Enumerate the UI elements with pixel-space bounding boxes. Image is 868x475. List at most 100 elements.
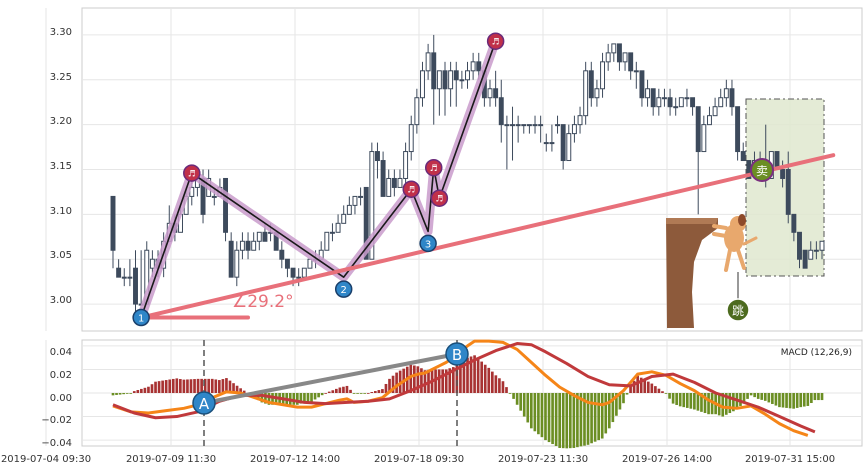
wave-low-marker — [334, 280, 353, 298]
macd-hist-bar — [306, 393, 310, 403]
candle-body — [785, 169, 791, 215]
macd-hist-bar — [356, 393, 359, 394]
candle-body — [352, 195, 358, 206]
candle-body — [442, 70, 448, 90]
macd-hist-bar — [221, 379, 225, 393]
wave-high-glyph: ♬ — [188, 170, 196, 180]
macd-hist-bar — [795, 393, 799, 408]
macd-hist-bar — [395, 372, 398, 393]
price-grid — [45, 8, 862, 331]
macd-hist-bar — [519, 393, 523, 411]
candle-body — [549, 142, 555, 145]
macd-hist-bar — [639, 377, 643, 393]
macd-hist-bar — [558, 393, 561, 448]
sell-zone-box — [745, 98, 825, 277]
macd-hist-bar — [271, 393, 274, 405]
macd-hist-bar — [483, 364, 487, 393]
candle-body — [650, 88, 656, 108]
macd-hist-bar — [214, 379, 218, 393]
price-ytick-label: 3.10 — [50, 206, 72, 217]
candle-body — [532, 124, 538, 127]
candle-body — [740, 151, 746, 162]
candle-body — [780, 169, 786, 179]
macd-marker-b: B — [445, 342, 469, 366]
candle-body — [296, 276, 302, 279]
candle-body — [808, 249, 814, 260]
angle-label: ∠29.2° — [232, 292, 294, 312]
macd-hist-bar — [377, 390, 381, 393]
macd-marker-a-label: A — [199, 395, 210, 413]
macd-hist-bar — [820, 393, 824, 401]
candlesticks — [110, 34, 825, 314]
macd-hist-bar — [643, 379, 647, 393]
wave-high-glyph: ♬ — [492, 38, 500, 48]
candle-body — [380, 160, 386, 197]
macd-hist-bar — [115, 393, 118, 395]
candle-body — [695, 106, 701, 153]
macd-hist-bar — [136, 390, 140, 393]
macd-hist-bar — [157, 381, 161, 393]
candle-body — [290, 267, 296, 278]
candle-body — [498, 97, 504, 126]
macd-hist-bar — [732, 393, 735, 412]
macd-hist-bar — [537, 393, 540, 435]
macd-hist-bar — [778, 393, 781, 408]
macd-hist-bar — [700, 393, 703, 412]
macd-hist-bar — [327, 391, 331, 393]
macd-hist-bar — [600, 393, 604, 439]
sell-marker-label: 卖 — [756, 164, 768, 178]
macd-hist-bar — [352, 393, 356, 394]
macd-hist-bar — [342, 386, 345, 393]
macd-hist-bar — [632, 380, 636, 393]
candle-body — [594, 88, 600, 99]
macd-hist-bar — [792, 393, 795, 409]
macd-hist-bar — [118, 393, 122, 395]
candle-body — [723, 88, 729, 99]
candle-body — [577, 115, 583, 126]
macd-hist-bar — [781, 393, 785, 408]
candle-body — [211, 195, 217, 198]
candle-body — [363, 186, 369, 260]
candle-body — [600, 61, 606, 90]
macd-hist-bar — [586, 393, 590, 445]
macd-hist-bar — [150, 384, 154, 393]
macd-hist-bar — [565, 393, 569, 449]
macd-hist-bar — [618, 393, 622, 410]
candle-body — [521, 124, 527, 127]
candle-body — [121, 276, 127, 279]
macd-hist-bar — [615, 393, 618, 416]
macd-hist-bar — [218, 380, 221, 393]
macd-hist-bar — [299, 393, 303, 404]
candle-body — [431, 52, 437, 90]
candle-body — [543, 142, 549, 145]
candle-body — [684, 97, 690, 100]
wave-high-glyph: ♬ — [407, 186, 415, 196]
cliff-dog-icon — [666, 214, 758, 328]
candle-body — [673, 106, 679, 109]
macd-hist-bar — [646, 381, 650, 393]
macd-hist-bar — [501, 381, 505, 393]
macd-hist-bar — [437, 369, 441, 393]
macd-hist-bar — [448, 368, 452, 393]
candle-body — [262, 231, 268, 242]
macd-hist-bar — [434, 369, 437, 393]
macd-hist-bar — [451, 367, 455, 393]
candle-body — [493, 88, 499, 99]
candle-body — [403, 151, 409, 179]
candle-body — [645, 88, 651, 99]
macd-hist-bar — [143, 387, 147, 393]
wave-low-label: 3 — [425, 239, 431, 250]
macd-hist-bar — [763, 393, 767, 401]
macd-hist-bar — [182, 379, 186, 393]
candle-body — [487, 88, 493, 99]
macd-hist-bar — [189, 379, 193, 393]
candle-body — [476, 61, 482, 72]
macd-hist-bar — [703, 393, 707, 414]
macd-hist-bar — [547, 393, 551, 443]
macd-hist-bar — [505, 387, 508, 393]
macd-hist-bar — [682, 393, 686, 408]
macd-hist-bar — [423, 370, 427, 393]
macd-hist-bar — [310, 393, 313, 402]
macd-hist-bar — [664, 393, 668, 394]
